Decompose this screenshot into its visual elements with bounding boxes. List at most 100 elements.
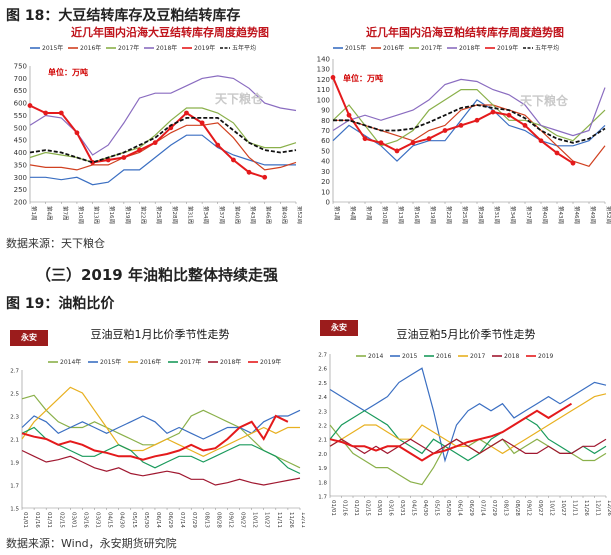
x-tick-label: 第28周: [171, 206, 179, 224]
x-tick-label: 08/13: [503, 500, 509, 516]
legend-label: 2018年: [156, 44, 177, 52]
y-tick-label: 50: [321, 147, 330, 155]
series-point-2019年: [410, 140, 416, 146]
x-tick-label: 03/31: [95, 512, 101, 528]
soybean-plot-area: 200250300350400450500550600650700750第1周第…: [14, 63, 302, 225]
legend-label: 2015年: [42, 44, 63, 52]
series-point-2019年: [362, 136, 368, 142]
soymeal-chart-title: 近几年国内沿海豆粕结转库存周度趋势图: [366, 25, 564, 39]
y-tick-label: 750: [14, 63, 27, 71]
series-line-2017: [329, 393, 607, 455]
y-tick-label: 80: [321, 117, 330, 125]
series-point-2019年: [522, 122, 528, 128]
ratio-may-legend: 2014 2015 2016 2017 2018 2019: [356, 353, 553, 360]
y-tick-label: 200: [14, 199, 27, 207]
x-tick-label: 10/12: [549, 500, 555, 516]
soybean-chart-watermark: 天下粮仓: [215, 92, 264, 106]
brand-logo: 永安: [10, 330, 48, 346]
series-line-2016年: [21, 386, 300, 457]
x-tick-label: 01/01: [330, 500, 336, 516]
legend-label: 2019年: [260, 358, 281, 366]
x-tick-label: 第52周: [605, 206, 611, 224]
x-tick-label: 第40周: [233, 206, 241, 224]
series-line-2019: [329, 402, 573, 462]
series-line-2015: [329, 367, 607, 463]
x-tick-label: 第16周: [108, 206, 116, 224]
legend-label: 2019: [538, 353, 553, 360]
x-tick-label: 05/30: [445, 500, 451, 516]
soybean-chart-title: 近几年国内沿海大豆结转库存周度趋势图: [71, 25, 269, 39]
ratio-may-chart-title: 豆油豆粕5月比价季节性走势: [397, 327, 536, 341]
x-tick-label: 第49周: [280, 206, 288, 224]
y-tick-label: 1.9: [318, 466, 327, 472]
x-tick-label: 12/11: [300, 512, 305, 528]
figure18-title: 图 18：大豆结转库存及豆粕结转库存: [6, 8, 241, 24]
x-tick-label: 第46周: [265, 206, 273, 224]
y-tick-label: 700: [14, 75, 27, 83]
x-tick-label: 03/31: [399, 500, 405, 516]
y-tick-label: 2.6: [318, 367, 327, 373]
x-tick-label: 09/12: [227, 512, 233, 528]
legend-label: 2018年: [459, 44, 480, 52]
x-tick-label: 01/16: [34, 512, 40, 528]
series-point-2019年: [137, 147, 142, 153]
y-tick-label: 1.5: [10, 507, 19, 513]
series-point-2019年: [231, 157, 236, 163]
x-tick-label: 第43周: [249, 206, 257, 224]
x-tick-label: 第37周: [525, 206, 533, 224]
x-tick-label: 10/27: [560, 500, 566, 516]
y-tick-label: 20: [321, 178, 330, 186]
legend-label: 2014年: [60, 358, 81, 366]
series-line-2019年: [21, 414, 289, 461]
series-line-五年平均: [333, 104, 606, 144]
x-tick-label: 第22周: [445, 206, 453, 224]
series-point-2019年: [394, 148, 400, 154]
x-tick-label: 第31周: [493, 206, 501, 224]
soybean-stock-chart: 近几年国内沿海大豆结转库存周度趋势图 2015年 2016年 2017年 2018年 2…: [14, 25, 302, 225]
x-tick-label: 09/27: [537, 500, 543, 516]
legend-label: 2017年: [118, 44, 139, 52]
series-point-2019年: [506, 112, 512, 118]
soybean-unit-label: 单位：万吨: [48, 67, 88, 77]
x-tick-label: 08/28: [514, 500, 520, 516]
x-tick-label: 03/16: [82, 512, 88, 528]
ratio-jan-chart: 豆油豆粕1月比价季节性走势 2014年 2015年 2016年 2017年 2018年 2…: [10, 327, 305, 529]
soymeal-chart-watermark: 天下粮仓: [520, 94, 569, 108]
series-point-2019年: [121, 155, 127, 160]
x-tick-label: 第49周: [589, 206, 597, 224]
x-tick-label: 03/01: [376, 500, 382, 516]
legend-label: 2016年: [383, 44, 404, 52]
series-point-2019年: [215, 142, 221, 148]
y-tick-label: 2.4: [318, 395, 327, 401]
series-point-2019年: [426, 136, 432, 142]
y-tick-label: 60: [321, 137, 330, 145]
series-line-2018: [329, 438, 607, 455]
legend-label: 2019年: [497, 44, 518, 52]
x-tick-label: 第43周: [557, 206, 565, 224]
x-tick-label: 第40周: [541, 206, 549, 224]
x-tick-label: 04/30: [119, 512, 125, 528]
y-tick-label: 90: [321, 107, 330, 115]
y-tick-label: 450: [14, 137, 27, 145]
x-tick-label: 10/12: [252, 512, 258, 528]
x-tick-label: 第13周: [397, 206, 405, 224]
series-point-2019年: [346, 112, 352, 118]
soymeal-unit-label: 单位：万吨: [343, 73, 383, 83]
brand-logo: 永安: [320, 320, 358, 336]
legend-label: 2015年: [100, 358, 121, 366]
soymeal-plot-area: 0 10 20 30 40 50 60 70 80 90 100 110 120 130 140 第1周 第4周…: [317, 56, 611, 225]
series-line-2015年: [30, 134, 296, 186]
y-tick-label: 550: [14, 112, 27, 120]
x-tick-label: 第1周: [30, 206, 38, 221]
x-tick-label: 04/30: [422, 500, 428, 516]
series-line-2014: [329, 424, 607, 486]
legend-label: 2017: [470, 353, 485, 360]
ratio-jan-plot-area: 1.5 1.7 1.9 2.1 2.3 2.5 2.7 01/01 01/16 01/31 02/1…: [10, 369, 305, 529]
series-line-2018年: [29, 75, 297, 156]
x-tick-label: 第13周: [93, 206, 101, 224]
x-tick-label: 12/11: [595, 500, 601, 516]
series-point-2019年: [458, 122, 464, 128]
series-point-2019年: [554, 150, 560, 156]
x-tick-label: 06/14: [457, 500, 463, 516]
y-tick-label: 2.7: [10, 369, 19, 375]
